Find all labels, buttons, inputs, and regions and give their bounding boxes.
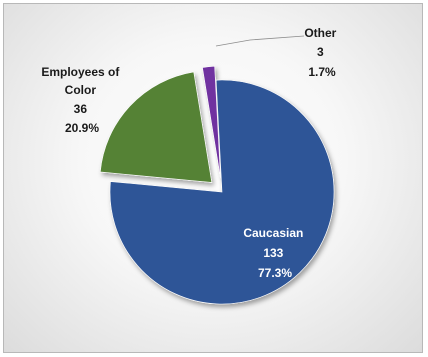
chart-frame: Caucasian 133 77.3% Employees of Color 3… — [3, 3, 423, 353]
other-leader-line — [215, 35, 305, 47]
other-name: Other — [304, 26, 336, 40]
slice-caucasian — [109, 79, 335, 305]
caucasian-percent: 77.3% — [258, 266, 292, 280]
label-caucasian: Caucasian 133 77.3% — [243, 226, 306, 280]
employees-of-color-value: 36 — [74, 102, 88, 116]
employees-of-color-name-1: Employees of — [41, 65, 120, 79]
other-value: 3 — [317, 45, 324, 59]
employees-of-color-percent: 20.9% — [65, 121, 99, 135]
employees-of-color-name-2: Color — [65, 83, 97, 97]
pie-chart: Caucasian 133 77.3% Employees of Color 3… — [41, 26, 339, 305]
other-percent: 1.7% — [308, 65, 336, 79]
caucasian-value: 133 — [263, 246, 283, 260]
caucasian-name: Caucasian — [243, 226, 303, 240]
slice-employees-of-color — [99, 71, 213, 183]
label-employees-of-color: Employees of Color 36 20.9% — [41, 65, 122, 135]
slice-other — [202, 65, 221, 179]
label-other: Other 3 1.7% — [304, 26, 339, 79]
